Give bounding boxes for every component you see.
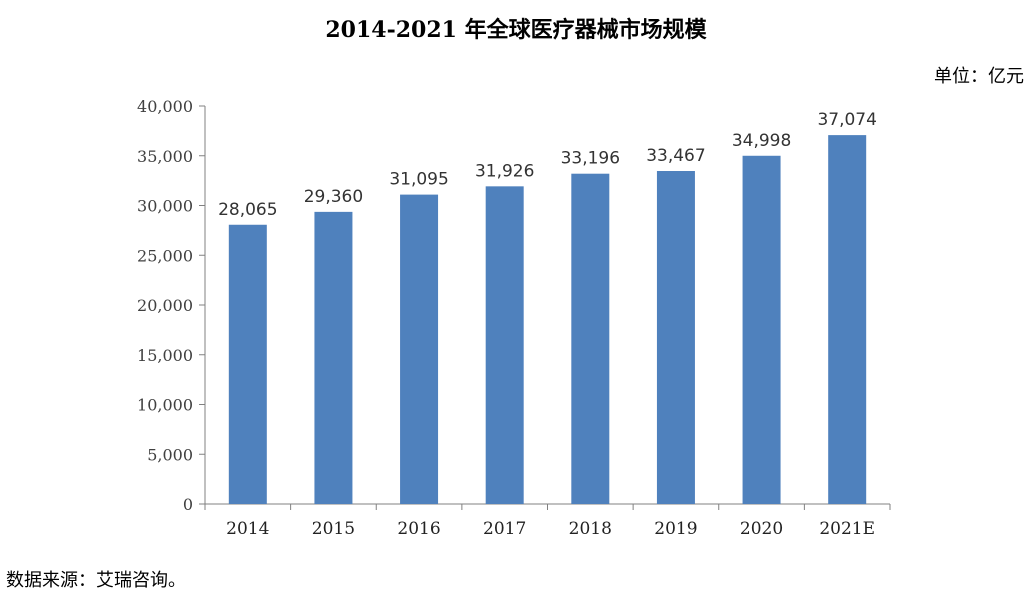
- y-tick-label: 20,000: [137, 296, 193, 315]
- y-axis: 0 5,000 10,000 15,000 20,000 25,000 30,000 35,0…: [137, 97, 206, 514]
- y-tick-label: 15,000: [137, 346, 193, 365]
- x-tick-label-2014: 2014: [226, 519, 269, 539]
- x-tick-label-2017: 2017: [483, 519, 526, 539]
- data-label-2014: 28,065: [218, 200, 277, 220]
- y-tick-label: 5,000: [147, 445, 193, 464]
- bar-2017: [485, 186, 524, 504]
- data-label-2019: 33,467: [646, 146, 705, 166]
- bar-2014: [228, 224, 267, 505]
- data-label-2015: 29,360: [304, 187, 363, 207]
- y-tick-label: 25,000: [137, 246, 193, 265]
- x-tick-label-2019: 2019: [654, 519, 697, 539]
- data-label-2017: 31,926: [475, 161, 534, 181]
- bars: [228, 135, 867, 505]
- bar-2016: [400, 194, 439, 505]
- x-tick-label-2021E: 2021E: [819, 519, 875, 539]
- x-tick-label-2020: 2020: [740, 519, 783, 539]
- data-label-2020: 34,998: [732, 131, 791, 151]
- x-tick-label-2016: 2016: [397, 519, 440, 539]
- data-label-2021E: 37,074: [817, 110, 876, 130]
- bar-2021E: [828, 135, 867, 504]
- data-label-2016: 31,095: [389, 170, 448, 190]
- data-labels: 28,065 29,360 31,095 31,926 33,196 33,467 34,9…: [218, 110, 877, 220]
- bar-2015: [314, 211, 353, 505]
- bar-2019: [656, 171, 695, 504]
- unit-label: 单位：亿元: [934, 66, 1024, 87]
- data-label-2018: 33,196: [561, 149, 620, 169]
- bar-2018: [571, 173, 610, 504]
- y-tick-label: 30,000: [137, 197, 193, 216]
- x-tick-label-2018: 2018: [569, 519, 612, 539]
- y-tick-label: 0: [183, 495, 193, 514]
- x-axis: 2014 2015 2016 2017 2018 2019 2020 2021E: [204, 503, 891, 539]
- source-note: 数据来源：艾瑞咨询。: [6, 570, 186, 591]
- y-tick-label: 35,000: [137, 147, 193, 166]
- chart-title: 2014-2021 年全球医疗器械市场规模: [325, 17, 707, 43]
- x-tick-label-2015: 2015: [312, 519, 355, 539]
- bar-2020: [742, 155, 781, 504]
- y-tick-label: 40,000: [137, 97, 193, 116]
- y-tick-label: 10,000: [137, 396, 193, 415]
